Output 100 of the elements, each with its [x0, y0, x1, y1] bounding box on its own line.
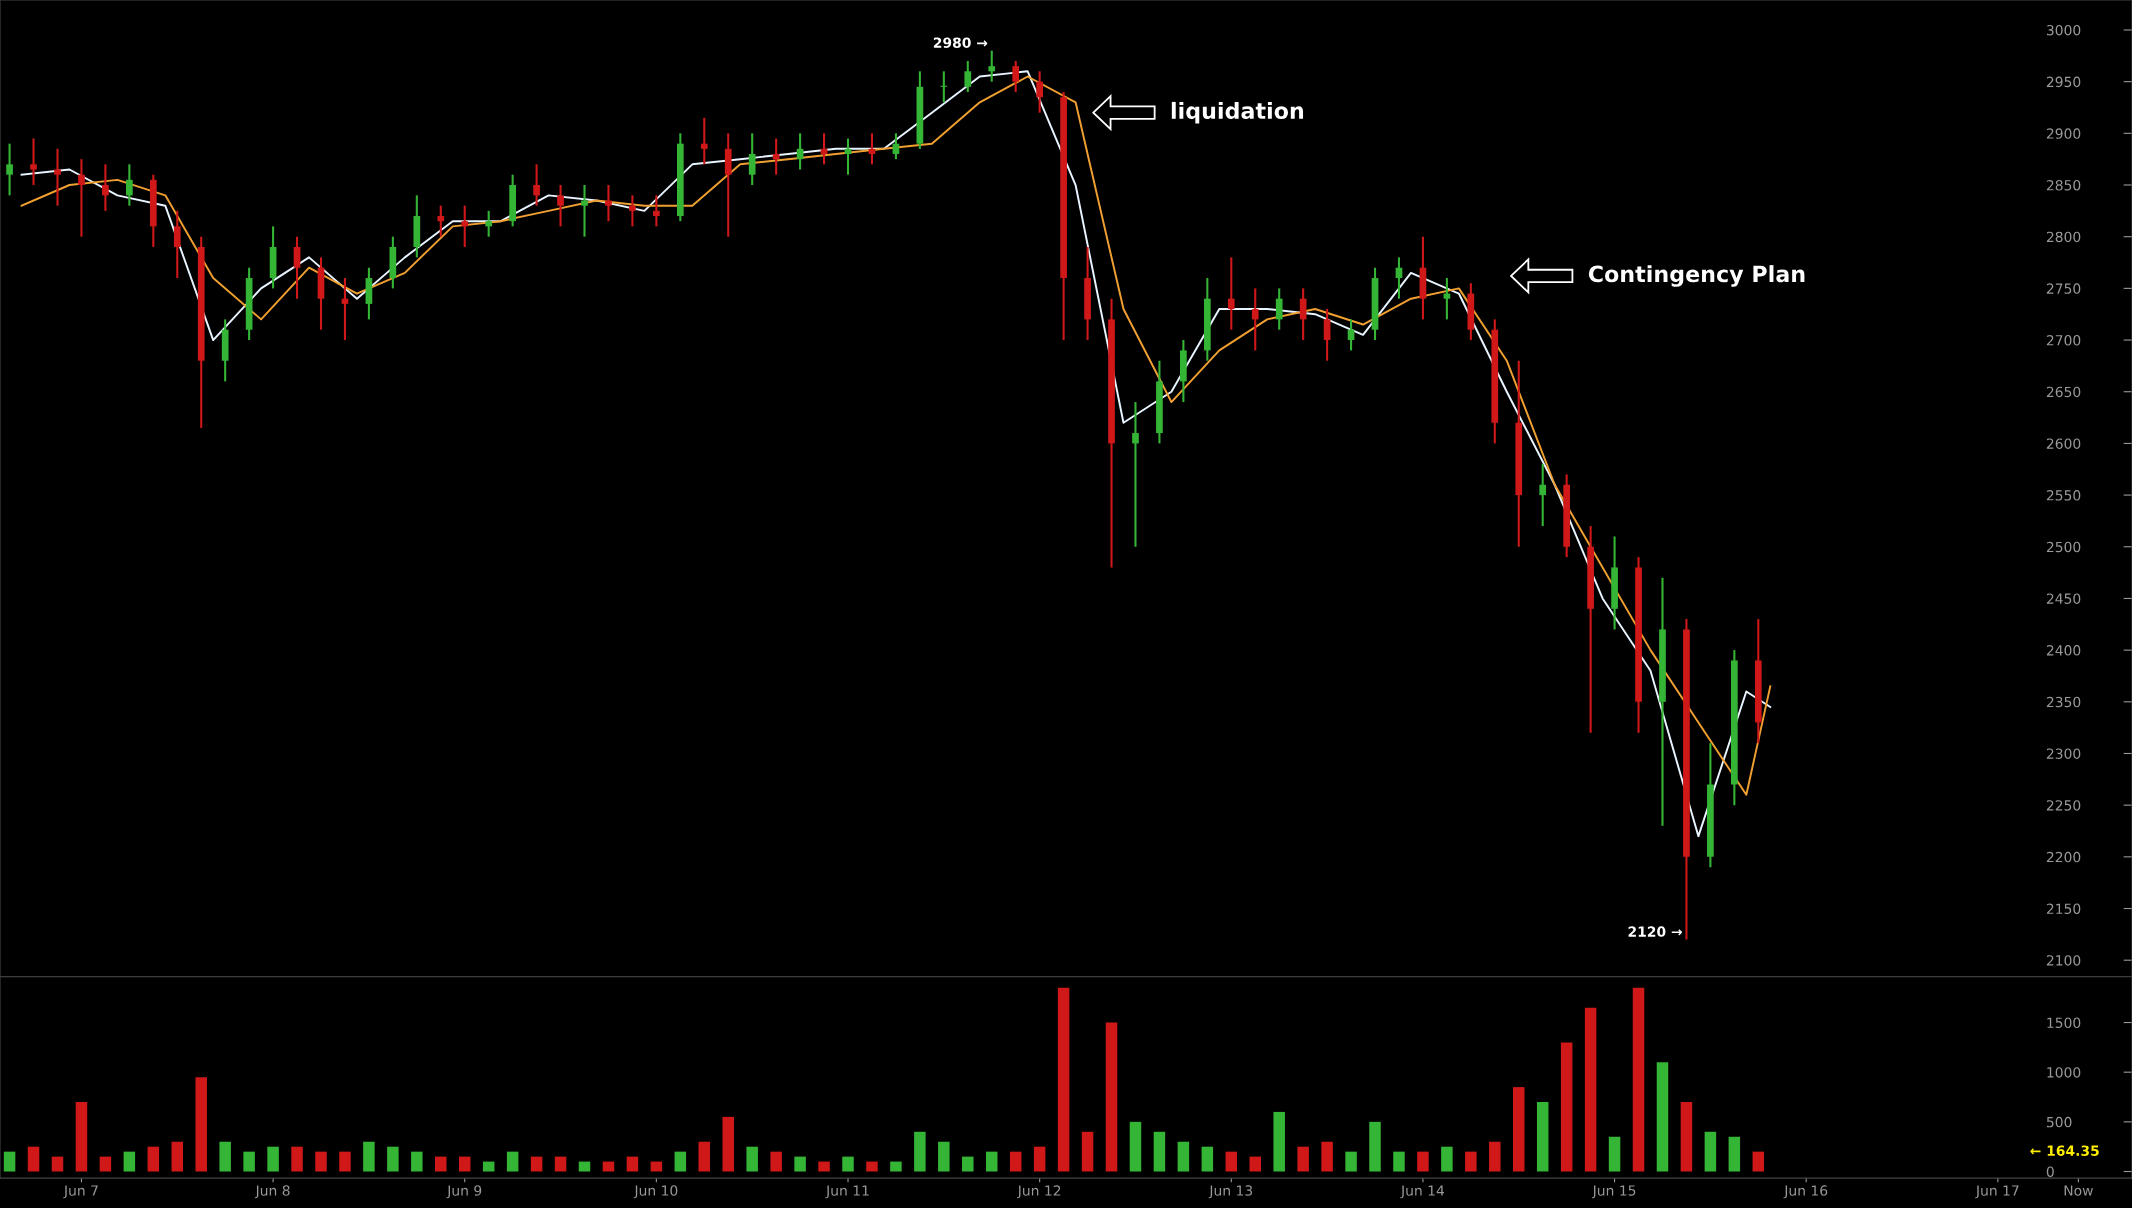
- candlestick: [653, 194, 660, 228]
- x-tick-label: Jun 14: [1400, 1185, 1445, 1199]
- candlestick: [1036, 70, 1043, 114]
- bar: [147, 1146, 160, 1172]
- bar: [962, 1156, 974, 1172]
- annotation: liquidation: [1171, 101, 1304, 124]
- bar: [626, 1156, 639, 1172]
- bar: [770, 1151, 782, 1172]
- bar: [1105, 1022, 1118, 1172]
- bar: [1608, 1136, 1621, 1172]
- y-tick-label: 2550: [2046, 490, 2081, 501]
- annotation: 2980 →: [933, 37, 988, 48]
- bar: [458, 1156, 471, 1172]
- y-tick-label: 2450: [2046, 593, 2081, 604]
- y-tick-label: 2350: [2046, 696, 2081, 708]
- bar: [1513, 1087, 1525, 1172]
- candlestick: [1227, 256, 1235, 331]
- bar: [1129, 1121, 1142, 1172]
- candlestick: [964, 59, 972, 94]
- y-tick-label: 1500: [2047, 1017, 2081, 1028]
- bar: [387, 1146, 399, 1172]
- bar: [1033, 1146, 1046, 1172]
- candlestick: [293, 235, 301, 300]
- candlestick: [1132, 401, 1139, 548]
- bar: [1417, 1151, 1429, 1172]
- candlestick: [437, 204, 445, 238]
- bar: [171, 1141, 184, 1172]
- bar: [1728, 1136, 1741, 1172]
- candlestick: [581, 183, 588, 238]
- bar: [435, 1156, 447, 1172]
- bar: [219, 1141, 231, 1172]
- bar: [674, 1151, 687, 1172]
- y-tick-label: 2400: [2046, 645, 2081, 656]
- bar: [818, 1161, 830, 1172]
- bar: [1177, 1141, 1190, 1172]
- bar: [363, 1141, 375, 1172]
- candlestick: [748, 132, 756, 187]
- x-tick-label: Jun 13: [1208, 1185, 1253, 1199]
- bar: [1153, 1131, 1166, 1172]
- x-tick-label: Now: [2064, 1185, 2093, 1196]
- candlestick: [940, 70, 948, 104]
- y-tick-label: 2500: [2046, 541, 2081, 553]
- candlestick: [629, 194, 636, 228]
- candlestick: [1539, 463, 1547, 528]
- x-tick-label: Jun 9: [446, 1185, 482, 1199]
- bar: [482, 1161, 495, 1172]
- bar: [51, 1156, 64, 1172]
- x-tick-label: Jun 16: [1783, 1185, 1828, 1199]
- x-tick-label: Jun 17: [1975, 1185, 2019, 1199]
- bar: [1752, 1151, 1765, 1172]
- bar: [578, 1161, 591, 1172]
- y-tick-label: 2600: [2046, 438, 2081, 449]
- bar: [530, 1156, 543, 1172]
- y-tick-label: 2300: [2046, 748, 2081, 759]
- bar: [1704, 1131, 1717, 1172]
- annotation: Contingency Plan: [1588, 265, 1805, 287]
- bar: [985, 1151, 998, 1172]
- bar: [722, 1116, 734, 1172]
- bar: [650, 1161, 663, 1172]
- y-tick-label: 2200: [2046, 851, 2081, 863]
- bar: [1680, 1101, 1693, 1172]
- y-tick-label: 3000: [2046, 24, 2081, 36]
- bar: [1441, 1146, 1453, 1172]
- y-tick-label: 2800: [2046, 231, 2081, 243]
- candlestick: [173, 209, 181, 280]
- bar: [698, 1141, 711, 1172]
- bar: [411, 1151, 423, 1172]
- bar: [1225, 1151, 1238, 1172]
- candlestick: [1251, 287, 1259, 352]
- candlestick: [78, 158, 85, 238]
- candlestick: [700, 116, 708, 166]
- y-tick-label: 500: [2046, 1116, 2072, 1128]
- bar: [1081, 1131, 1094, 1172]
- y-tick-label: 0: [2046, 1166, 2054, 1177]
- y-tick-label: 2750: [2046, 283, 2081, 294]
- bar: [1560, 1042, 1573, 1172]
- bar: [315, 1151, 327, 1172]
- bar: [99, 1156, 112, 1172]
- candlestick: [30, 137, 37, 187]
- x-tick-label: Jun 7: [63, 1185, 98, 1199]
- bar: [267, 1146, 279, 1172]
- y-tick-label: 2150: [2046, 903, 2081, 914]
- candlestick: [102, 163, 109, 212]
- y-tick-label: 2900: [2046, 128, 2081, 139]
- bar: [1345, 1151, 1357, 1172]
- y-tick-label: 2100: [2046, 955, 2081, 966]
- bar: [291, 1146, 303, 1172]
- bar: [1009, 1151, 1022, 1172]
- bar: [123, 1151, 136, 1172]
- bar: [1273, 1111, 1285, 1172]
- candlestick: [126, 163, 133, 207]
- bar: [602, 1161, 615, 1172]
- x-tick-label: Jun 8: [254, 1185, 290, 1199]
- bar: [3, 1151, 16, 1172]
- bar: [746, 1146, 758, 1172]
- annotation: ← 164.35: [2030, 1145, 2099, 1156]
- candlestick: [485, 209, 493, 238]
- candlestick: [988, 49, 996, 83]
- candlestick: [557, 183, 564, 228]
- bar: [195, 1077, 207, 1172]
